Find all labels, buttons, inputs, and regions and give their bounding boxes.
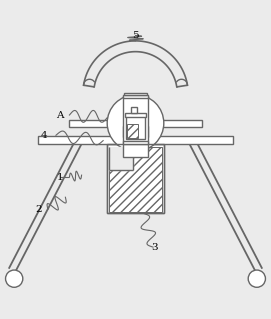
Bar	[107, 144, 164, 213]
Bar	[109, 147, 162, 212]
Circle shape	[248, 270, 266, 287]
Circle shape	[107, 95, 164, 152]
Bar	[124, 93, 147, 95]
Bar	[107, 144, 164, 213]
Text: 3: 3	[151, 243, 158, 252]
Bar	[123, 95, 148, 98]
Text: A: A	[56, 110, 64, 120]
Circle shape	[5, 270, 23, 287]
Bar	[127, 124, 138, 138]
Text: 4: 4	[41, 131, 47, 140]
Bar	[123, 126, 148, 137]
Text: 2: 2	[35, 205, 42, 214]
Bar	[125, 115, 146, 139]
Text: 1: 1	[57, 173, 63, 182]
Bar	[125, 113, 146, 117]
Bar	[109, 147, 133, 170]
Bar	[69, 120, 202, 127]
Bar	[123, 141, 148, 144]
Bar	[38, 136, 233, 144]
Bar	[123, 96, 148, 157]
Bar	[131, 108, 137, 113]
Text: 5: 5	[132, 31, 139, 40]
